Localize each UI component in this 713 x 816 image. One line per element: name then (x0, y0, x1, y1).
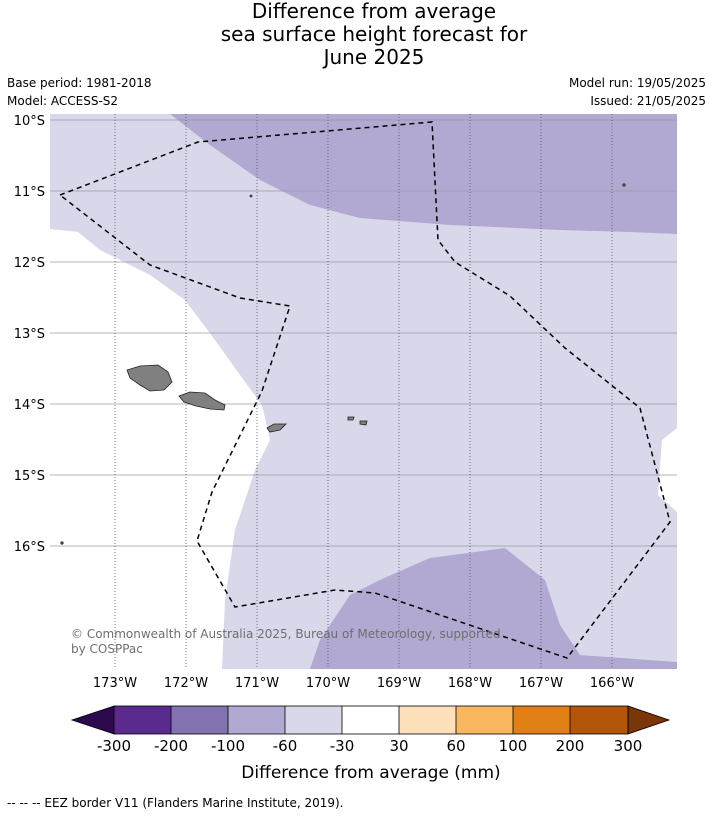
colorbar-segment (228, 706, 285, 734)
lat-label: 15°S (14, 469, 45, 484)
colorbar-segments (114, 706, 628, 734)
colorbar-tick: 300 (614, 737, 643, 755)
longitude-labels: 173°W 172°W 171°W 170°W 169°W 168°W 167°… (93, 676, 634, 691)
island-upolu (178, 391, 226, 411)
latitude-labels: 10°S 11°S 12°S 13°S 14°S 15°S 16°S (14, 114, 45, 555)
lon-label: 169°W (377, 676, 421, 691)
model-run: Model run: 19/05/2025 (568, 76, 706, 90)
colorbar-tick: -200 (154, 737, 188, 755)
islands (60, 183, 626, 545)
colorbar-segment (399, 706, 456, 734)
lat-label: 16°S (14, 540, 45, 555)
lon-label: 166°W (590, 676, 634, 691)
title-line-1: Difference from average (251, 0, 497, 23)
colorbar-tick: 30 (389, 737, 408, 755)
meta-left: Base period: 1981-2018 Model: ACCESS-S2 (7, 74, 152, 110)
issued-date: Issued: 21/05/2025 (590, 94, 706, 108)
lon-label: 167°W (519, 676, 563, 691)
lon-label: 172°W (164, 676, 208, 691)
colorbar-tick: -100 (211, 737, 245, 755)
colorbar-segment (513, 706, 570, 734)
anomaly-band-neutral-east (658, 428, 677, 512)
lat-label: 12°S (14, 256, 45, 271)
eez-border (58, 121, 671, 659)
colorbar-tick: -300 (97, 737, 131, 755)
island-swains-west (249, 194, 253, 198)
colorbar-tick: 60 (446, 737, 465, 755)
anomaly-band-medium-north (170, 114, 677, 234)
colorbar-segment (171, 706, 228, 734)
title-line-2: sea surface height forecast for (220, 22, 528, 46)
anomaly-band-neutral-west (50, 229, 270, 669)
island-niuafoou (60, 541, 64, 545)
lon-label: 173°W (93, 676, 137, 691)
map-area: © Commonwealth of Australia 2025, Bureau… (50, 114, 677, 669)
latitude-gridlines (50, 119, 677, 547)
model-name: Model: ACCESS-S2 (7, 94, 119, 108)
lon-label: 170°W (306, 676, 350, 691)
copyright-text: © Commonwealth of Australia 2025, Bureau… (71, 627, 501, 641)
colorbar-tick: -60 (273, 737, 298, 755)
lat-label: 14°S (14, 398, 45, 413)
meta-right: Model run: 19/05/2025 Issued: 21/05/2025 (569, 74, 706, 110)
colorbar-outline (113, 705, 629, 735)
lat-label: 11°S (14, 185, 45, 200)
island-swains (622, 183, 626, 187)
copyright-text-2: by COSPPac (71, 642, 143, 656)
colorbar-segment (456, 706, 513, 734)
island-tau (359, 420, 368, 426)
island-ofu (347, 416, 355, 421)
colorbar-segment (570, 706, 628, 734)
colorbar-ticks: -300 -200 -100 -60 -30 30 60 100 200 300 (97, 737, 642, 755)
colorbar-tick: 100 (499, 737, 528, 755)
colorbar-segment (114, 706, 171, 734)
title-line-3: June 2025 (323, 45, 425, 69)
colorbar-tick: -30 (330, 737, 355, 755)
lon-label: 171°W (235, 676, 279, 691)
eez-legend-note: -- -- -- EEZ border V11 (Flanders Marine… (7, 796, 344, 810)
colorbar-label: Difference from average (mm) (241, 763, 500, 783)
island-tutuila (266, 423, 287, 433)
map-title: Difference from average sea surface heig… (0, 0, 713, 69)
base-period: Base period: 1981-2018 (7, 76, 152, 90)
lon-label: 168°W (448, 676, 492, 691)
lat-label: 10°S (14, 114, 45, 129)
island-savaii (126, 364, 173, 392)
colorbar-under-arrow (70, 705, 115, 735)
colorbar-segment (342, 706, 399, 734)
colorbar-tick: 200 (556, 737, 585, 755)
lat-label: 13°S (14, 327, 45, 342)
colorbar: -300 -200 -100 -60 -30 30 60 100 200 300… (70, 705, 671, 783)
anomaly-band-medium-south (310, 548, 677, 669)
longitude-gridlines (114, 114, 613, 669)
colorbar-over-arrow (627, 705, 671, 735)
colorbar-segment (285, 706, 342, 734)
